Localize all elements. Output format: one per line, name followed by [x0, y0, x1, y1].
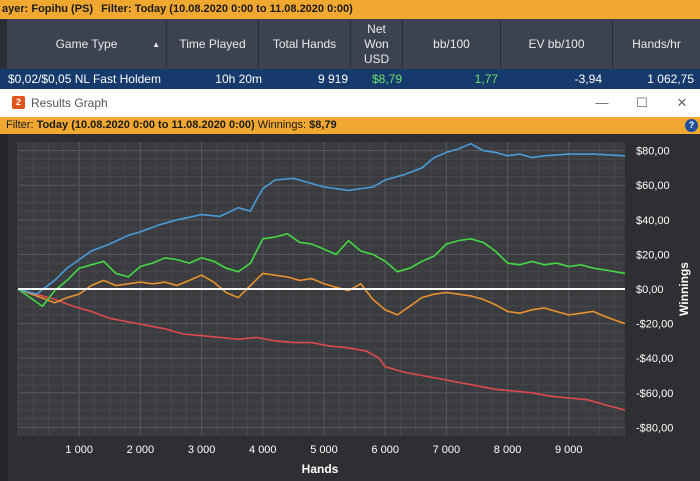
- y-tick-label: $0,00: [636, 284, 664, 296]
- sort-ascending-icon[interactable]: ▲: [152, 40, 160, 49]
- minimize-icon[interactable]: —: [595, 95, 609, 110]
- series-line-0: [17, 142, 626, 296]
- window-title: Results Graph: [31, 96, 108, 110]
- x-tick-label: 8 000: [494, 444, 522, 456]
- column-net-won[interactable]: Net Won USD: [350, 19, 402, 69]
- column-ev-bb100[interactable]: EV bb/100: [500, 19, 612, 69]
- cell-total-hands: 9 919: [317, 72, 348, 86]
- y-tick-label: $20,00: [636, 249, 670, 261]
- x-tick-label: 7 000: [433, 444, 461, 456]
- graph-filter-bar: Filter: Today (10.08.2020 0:00 to 11.08.…: [0, 117, 700, 134]
- x-axis-label: Hands: [302, 462, 339, 476]
- column-label-line: USD: [363, 51, 390, 66]
- x-tick-label: 3 000: [188, 444, 216, 456]
- results-graph-window: 2 Results Graph — ☐ ✕ Filter: Today (10.…: [0, 89, 700, 481]
- player-label: ayer: Fopihu (PS): [2, 3, 94, 15]
- column-label: Time Played: [179, 36, 246, 51]
- winnings-chart: $80,00 $60,00 $40,00 $20,00 $0,00 -$20,00 -$40…: [17, 142, 691, 476]
- x-tick-label: 2 000: [127, 444, 155, 456]
- y-tick-label: $80,00: [636, 146, 670, 158]
- y-tick-label: -$60,00: [636, 388, 673, 400]
- winnings-label: Winnings:: [257, 119, 307, 131]
- x-tick-label: 9 000: [555, 444, 583, 456]
- cell-time-played: 10h 20m: [215, 72, 262, 86]
- y-tick-label: -$80,00: [636, 422, 673, 434]
- column-label-line: Won: [364, 36, 389, 51]
- help-icon[interactable]: ?: [685, 119, 698, 132]
- graph-filter-value: Today (10.08.2020 0:00 to 11.08.2020 0:0…: [36, 119, 255, 131]
- graph-filter-label: Filter:: [6, 119, 34, 131]
- y-tick-label: -$40,00: [636, 353, 673, 365]
- cell-ev-bb100: -3,94: [574, 72, 602, 86]
- x-tick-label: 1 000: [65, 444, 93, 456]
- y-tick-label: -$20,00: [636, 319, 673, 331]
- column-label: Total Hands: [272, 36, 337, 51]
- y-axis-label: Winnings: [677, 262, 691, 316]
- graph-left-strip: [0, 134, 8, 481]
- column-time-played[interactable]: Time Played: [166, 19, 258, 69]
- column-bb100[interactable]: bb/100: [402, 19, 500, 69]
- x-tick-label: 6 000: [371, 444, 399, 456]
- x-tick-label: 5 000: [310, 444, 338, 456]
- series-line-2: [17, 272, 626, 325]
- column-label: EV bb/100: [528, 36, 585, 51]
- header-row-stub: [0, 19, 6, 69]
- cell-bb100: 1,77: [474, 72, 498, 86]
- table-row[interactable]: $0,02/$0,05 NL Fast Holdem 10h 20m 9 919…: [0, 69, 700, 89]
- app-logo-icon: 2: [12, 96, 25, 109]
- series-line-3: [17, 288, 626, 411]
- column-label: Hands/hr: [632, 36, 681, 51]
- window-titlebar[interactable]: 2 Results Graph — ☐ ✕: [0, 89, 700, 117]
- close-icon[interactable]: ✕: [676, 95, 688, 110]
- results-graph: $80,00 $60,00 $40,00 $20,00 $0,00 -$20,00 -$40…: [0, 134, 700, 481]
- top-filter-text: Filter: Today (10.08.2020 0:00 to 11.08.…: [101, 3, 353, 15]
- column-label-line: Net: [367, 21, 386, 36]
- cell-hands-hr: 1 062,75: [647, 72, 694, 86]
- column-total-hands[interactable]: Total Hands: [258, 19, 350, 69]
- column-label: bb/100: [433, 36, 470, 51]
- column-label: Game Type: [55, 36, 118, 51]
- winnings-value: $8,79: [309, 119, 337, 131]
- maximize-icon[interactable]: ☐: [636, 95, 648, 110]
- column-hands-hr[interactable]: Hands/hr: [612, 19, 700, 69]
- table-header: Game Type ▲ Time Played Total Hands Net …: [0, 19, 700, 69]
- y-tick-label: $40,00: [636, 215, 670, 227]
- top-filter-bar: ayer: Fopihu (PS) Filter: Today (10.08.20…: [0, 0, 700, 19]
- column-game-type[interactable]: Game Type ▲: [6, 19, 166, 69]
- x-tick-label: 4 000: [249, 444, 277, 456]
- cell-game-type: $0,02/$0,05 NL Fast Holdem: [8, 72, 161, 86]
- y-tick-label: $60,00: [636, 180, 670, 192]
- series-line-1: [17, 232, 626, 308]
- cell-net-won: $8,79: [371, 72, 402, 86]
